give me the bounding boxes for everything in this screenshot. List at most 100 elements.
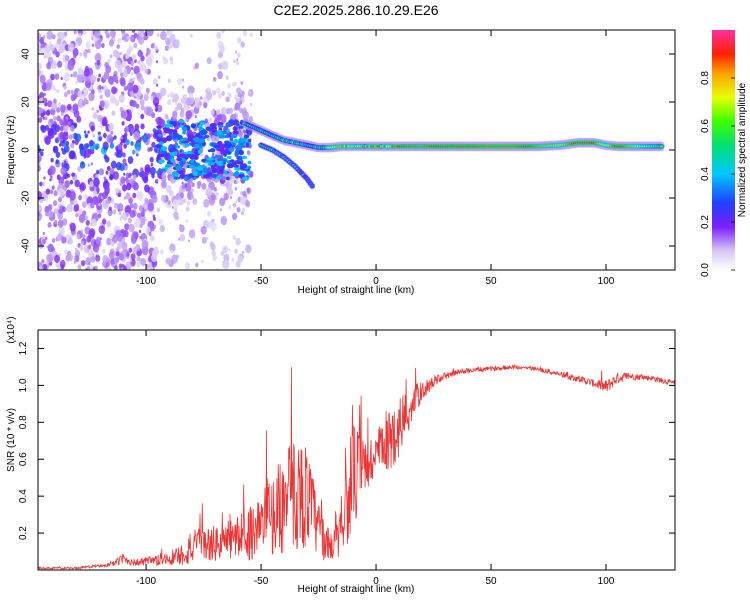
speckle-mark <box>110 160 117 169</box>
speckle-mark <box>99 35 103 39</box>
speckle-mark <box>53 190 58 197</box>
speckle-mark <box>165 257 172 265</box>
speckle-mark <box>157 208 160 212</box>
spectrogram-x-tick-label: -50 <box>254 276 269 287</box>
speckle-mark <box>96 109 99 114</box>
speckle-mark <box>81 100 86 107</box>
speckle-mark <box>187 105 191 109</box>
cluster-mark <box>243 134 250 139</box>
speckle-mark <box>140 55 145 62</box>
speckle-mark <box>220 251 224 256</box>
speckle-mark <box>54 208 59 215</box>
speckle-mark <box>212 254 217 262</box>
speckle-mark <box>133 130 140 141</box>
spectrogram-y-tick-label: 20 <box>21 96 32 108</box>
spectrogram-x-tick-label: 100 <box>598 276 615 287</box>
speckle-mark <box>88 92 95 102</box>
speckle-mark <box>156 33 160 38</box>
speckle-mark <box>51 84 56 91</box>
speckle-mark <box>127 156 134 165</box>
speckle-mark <box>82 30 87 36</box>
spectrogram-speckle <box>38 30 254 270</box>
speckle-mark <box>143 93 149 102</box>
speckle-mark <box>148 261 153 267</box>
speckle-mark <box>125 163 128 166</box>
speckle-mark <box>118 211 122 216</box>
speckle-mark <box>133 42 138 49</box>
speckle-mark <box>152 78 158 85</box>
speckle-mark <box>149 156 154 163</box>
speckle-mark <box>209 241 214 248</box>
speckle-mark <box>50 73 55 81</box>
cluster-mark <box>173 133 180 139</box>
speckle-mark <box>121 184 128 192</box>
speckle-mark <box>38 204 42 212</box>
speckle-mark <box>165 184 172 193</box>
speckle-mark <box>60 104 66 113</box>
speckle-mark <box>92 252 95 256</box>
speckle-mark <box>68 150 75 160</box>
speckle-mark <box>181 78 185 82</box>
speckle-mark <box>199 101 203 106</box>
speckle-mark <box>79 182 86 192</box>
speckle-mark <box>82 203 86 208</box>
speckle-mark <box>112 49 119 58</box>
speckle-mark <box>150 95 154 101</box>
speckle-mark <box>48 210 54 218</box>
speckle-mark <box>43 93 46 96</box>
speckle-mark <box>132 182 139 191</box>
speckle-mark <box>42 181 45 186</box>
speckle-mark <box>60 76 63 81</box>
speckle-mark <box>155 178 159 183</box>
cluster-mark <box>197 149 202 154</box>
speckle-mark <box>54 131 57 135</box>
speckle-mark <box>92 195 99 205</box>
speckle-mark <box>225 96 230 103</box>
speckle-mark <box>154 102 159 108</box>
speckle-mark <box>105 186 110 193</box>
speckle-mark <box>72 103 79 112</box>
speckle-mark <box>232 212 238 221</box>
speckle-mark <box>131 30 136 34</box>
speckle-mark <box>44 116 48 121</box>
speckle-mark <box>163 152 170 161</box>
speckle-mark <box>121 37 124 41</box>
speckle-mark <box>74 179 80 188</box>
speckle-mark <box>114 265 118 270</box>
cluster-mark <box>214 144 222 149</box>
cluster-mark <box>204 134 210 139</box>
speckle-mark <box>104 89 111 98</box>
cluster-mark <box>245 142 250 148</box>
speckle-mark <box>110 130 114 135</box>
speckle-mark <box>211 194 216 201</box>
speckle-mark <box>124 205 132 215</box>
cluster-mark <box>156 137 164 143</box>
speckle-mark <box>127 217 132 224</box>
speckle-mark <box>83 234 86 238</box>
speckle-mark <box>203 102 208 109</box>
speckle-mark <box>63 144 70 153</box>
speckle-mark <box>58 118 64 125</box>
cluster-mark <box>167 129 175 133</box>
speckle-mark <box>185 97 192 106</box>
speckle-mark <box>240 177 243 181</box>
speckle-mark <box>65 140 70 146</box>
speckle-mark <box>164 114 169 120</box>
speckle-mark <box>228 248 231 251</box>
spectrogram-x-tick-label: 0 <box>373 276 379 287</box>
speckle-mark <box>76 115 82 123</box>
cluster-mark <box>177 119 185 123</box>
speckle-mark <box>115 250 120 257</box>
cluster-mark <box>224 135 230 139</box>
speckle-mark <box>164 45 169 52</box>
speckle-mark <box>146 47 149 52</box>
speckle-mark <box>84 133 89 139</box>
speckle-mark <box>216 31 222 40</box>
speckle-mark <box>94 30 101 39</box>
speckle-mark <box>109 78 114 86</box>
speckle-mark <box>91 43 95 48</box>
figure-title: C2E2.2025.286.10.29.E26 <box>273 2 438 18</box>
speckle-mark <box>80 260 86 267</box>
cluster-mark <box>226 155 232 160</box>
